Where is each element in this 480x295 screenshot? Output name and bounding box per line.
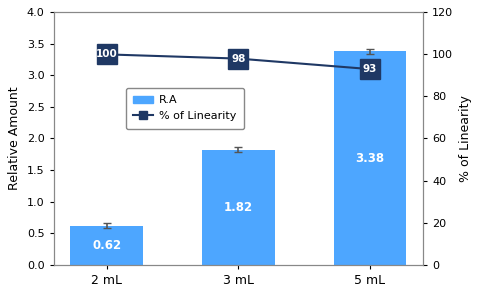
Y-axis label: % of Linearity: % of Linearity [459, 95, 472, 182]
Legend: R.A, % of Linearity: R.A, % of Linearity [126, 88, 244, 129]
Bar [71, 226, 143, 265]
Text: 98: 98 [231, 54, 245, 64]
Bar [202, 150, 275, 265]
Text: 1.82: 1.82 [224, 201, 253, 214]
Text: 0.62: 0.62 [92, 239, 121, 252]
Text: 93: 93 [363, 64, 377, 74]
Bar [334, 51, 406, 265]
Text: 3.38: 3.38 [355, 152, 384, 165]
Y-axis label: Relative Amount: Relative Amount [8, 87, 21, 190]
Text: 100: 100 [96, 49, 118, 59]
